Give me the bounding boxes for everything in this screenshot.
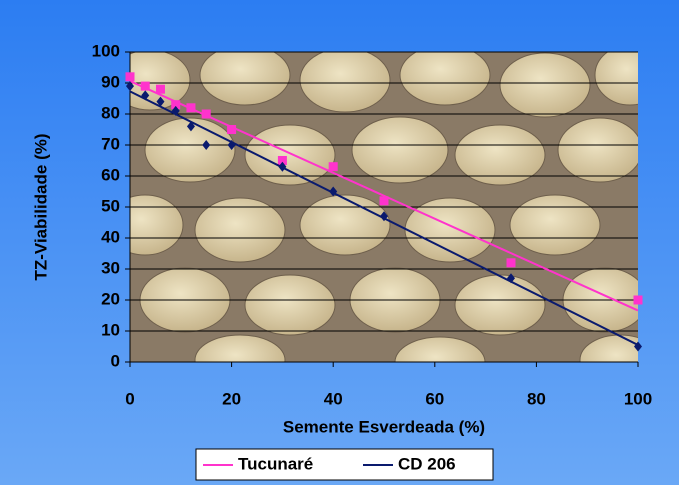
data-point — [227, 125, 236, 134]
y-tick-label: 60 — [101, 165, 120, 184]
y-tick-label: 20 — [101, 289, 120, 308]
data-point — [634, 296, 643, 305]
y-tick-label: 50 — [101, 196, 120, 215]
y-tick-label: 0 — [111, 351, 120, 370]
x-tick-label: 20 — [222, 389, 241, 408]
x-axis-label: Semente Esverdeada (%) — [283, 417, 485, 436]
y-axis-label: TZ-Viabilidade (%) — [31, 133, 50, 280]
legend-label: Tucunaré — [238, 454, 313, 473]
x-tick-label: 0 — [125, 389, 134, 408]
y-tick-label: 70 — [101, 134, 120, 153]
y-tick-label: 80 — [101, 103, 120, 122]
y-tick-label: 100 — [92, 41, 120, 60]
x-tick-label: 100 — [624, 389, 652, 408]
data-point — [186, 103, 195, 112]
x-tick-label: 80 — [527, 389, 546, 408]
data-point — [141, 82, 150, 91]
y-tick-label: 10 — [101, 320, 120, 339]
data-point — [380, 196, 389, 205]
data-point — [156, 85, 165, 94]
data-point — [202, 110, 211, 119]
data-point — [329, 162, 338, 171]
y-tick-label: 90 — [101, 72, 120, 91]
x-tick-label: 60 — [425, 389, 444, 408]
y-tick-label: 30 — [101, 258, 120, 277]
legend-label: CD 206 — [398, 454, 456, 473]
data-point — [507, 258, 516, 267]
chart: Semente Esverdeada (%) TZ-Viabilidade (%… — [0, 0, 679, 485]
y-tick-label: 40 — [101, 227, 120, 246]
data-point — [126, 72, 135, 81]
x-tick-label: 40 — [324, 389, 343, 408]
